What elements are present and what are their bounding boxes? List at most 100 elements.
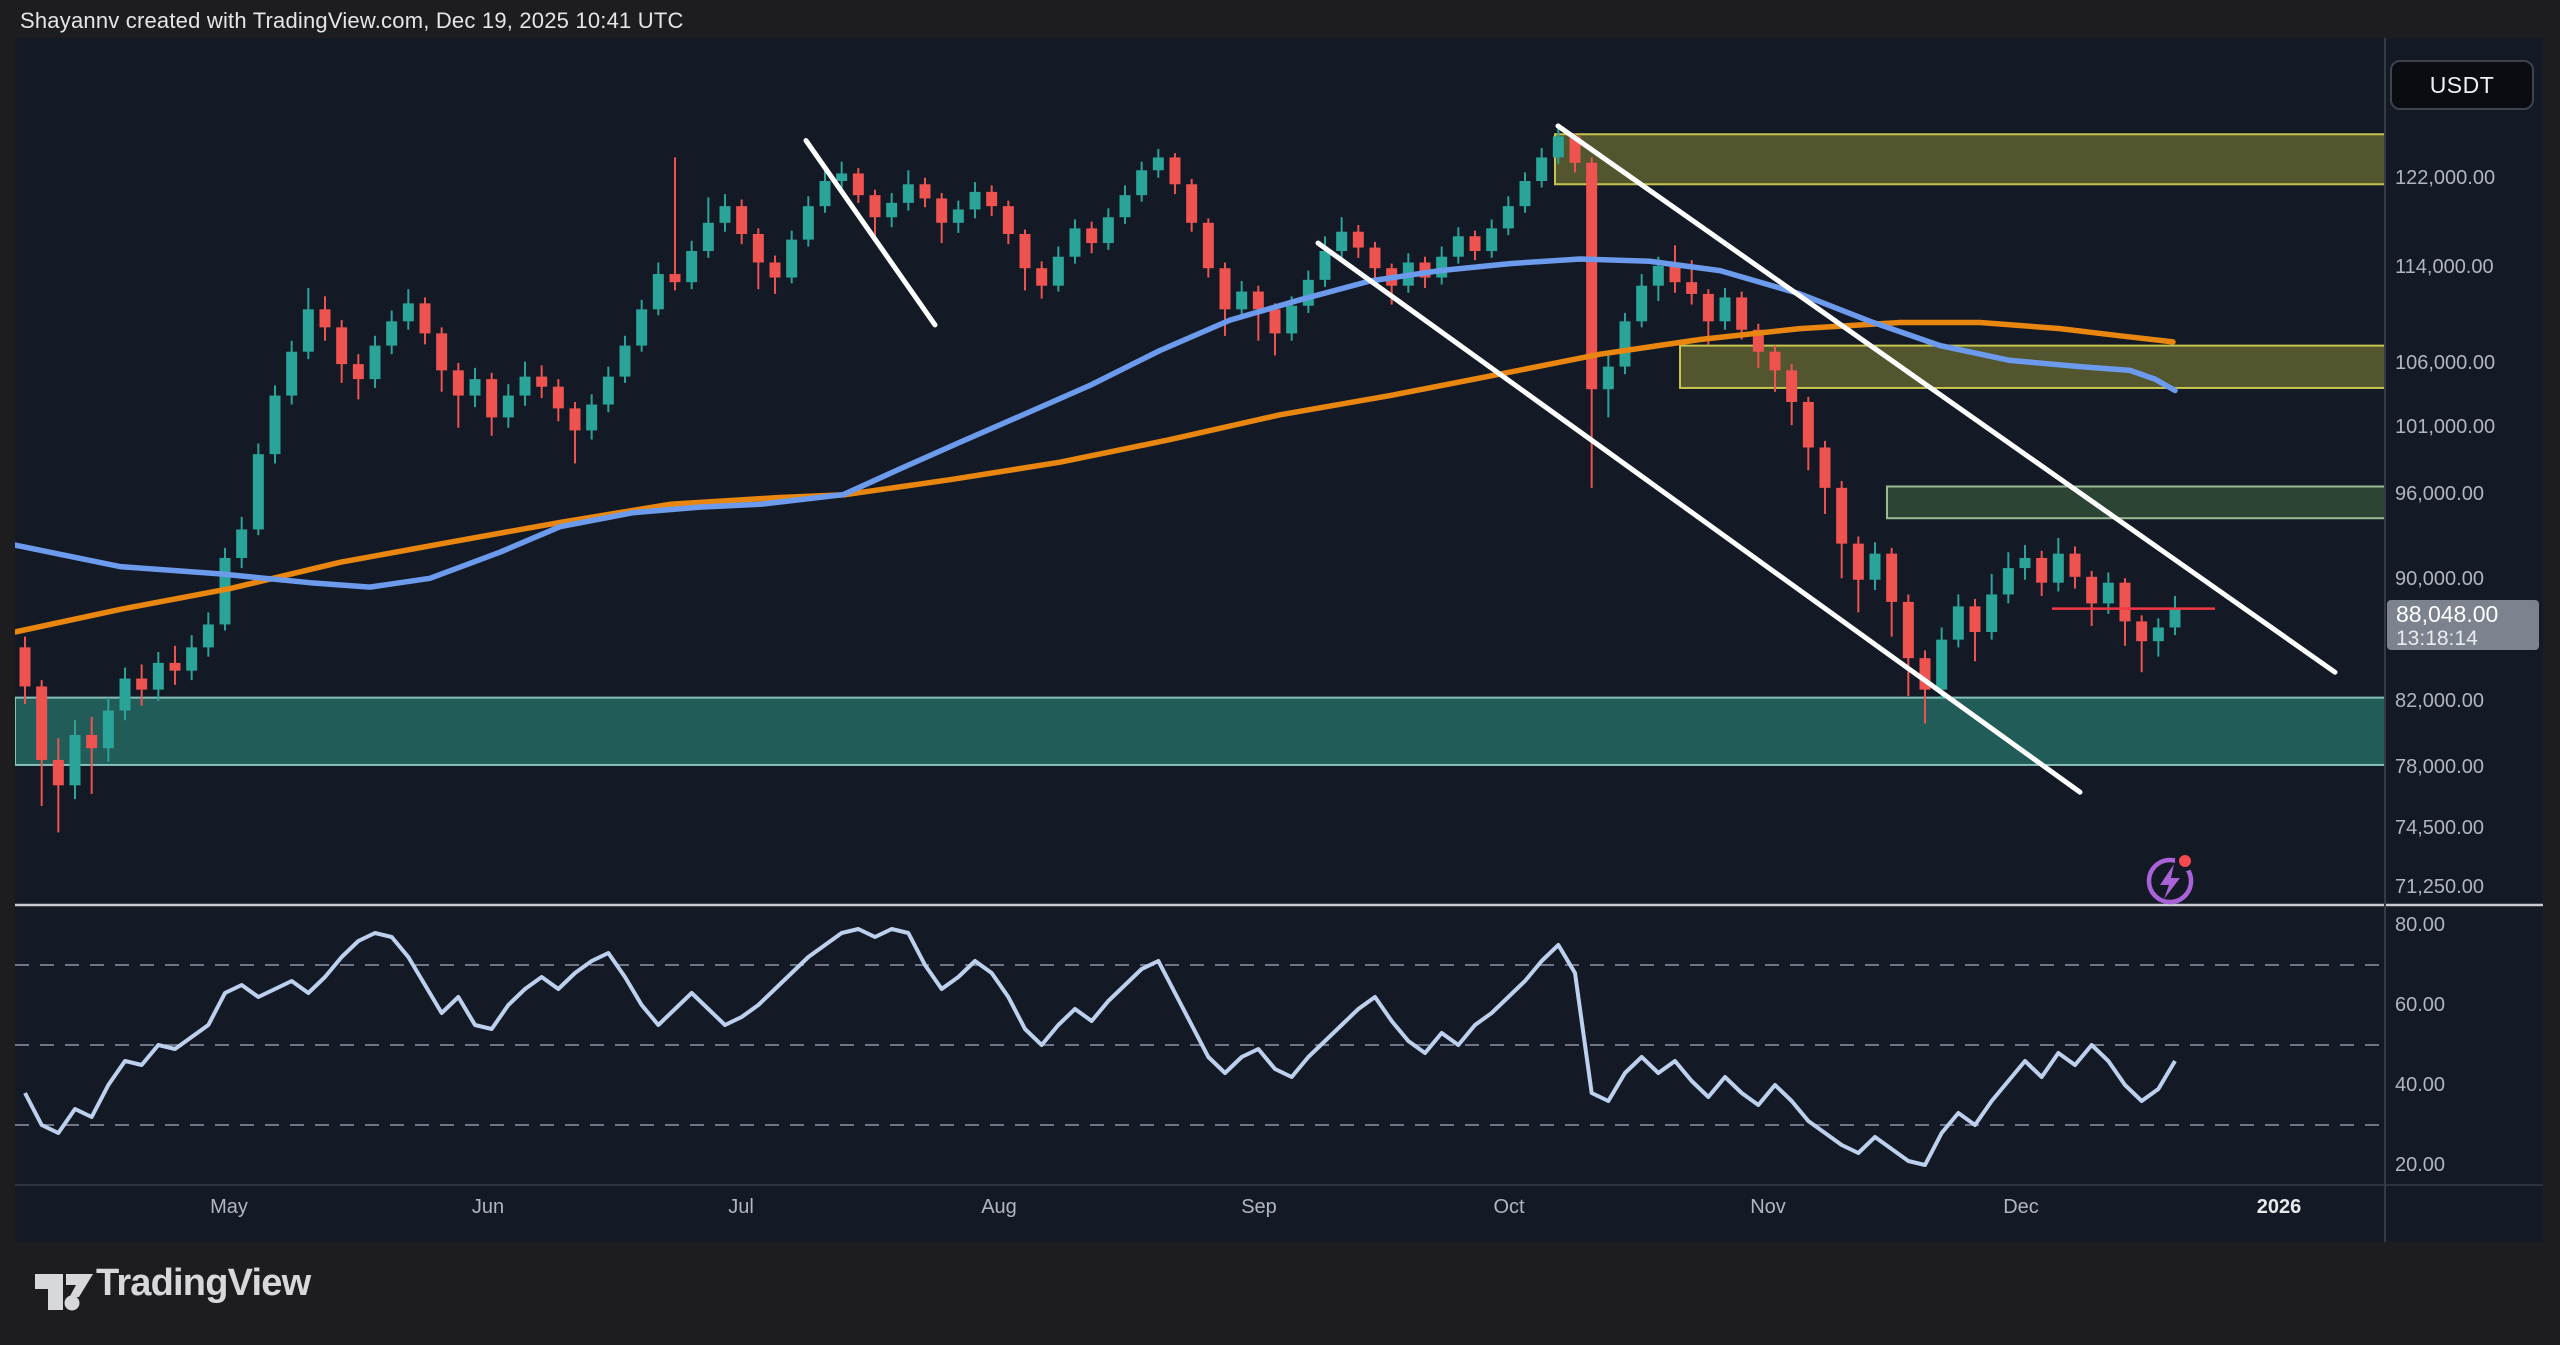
candle-body [1019, 234, 1031, 269]
demand-zone-teal [15, 696, 2386, 766]
candle-body [236, 529, 248, 558]
candle-body [969, 191, 981, 210]
candle-body [1269, 309, 1281, 334]
symbol-badge-label: USDT [2429, 71, 2495, 98]
candle-body [869, 195, 881, 218]
candle-body [2036, 557, 2048, 583]
candle-body [1186, 184, 1198, 223]
candle-body [186, 647, 198, 671]
candle-body [86, 734, 98, 749]
candle-body [1552, 136, 1564, 158]
candle-body [352, 364, 364, 380]
candle-body [369, 345, 381, 380]
candle-body [1869, 553, 1881, 580]
ma-slow-line [15, 319, 2176, 635]
candle-body [902, 184, 914, 203]
candle-body [686, 251, 698, 283]
candle-body [2169, 608, 2181, 628]
price-axis-label: 96,000.00 [2395, 482, 2484, 505]
tradingview-logo-text[interactable]: TradingView [96, 1262, 311, 1304]
bar-countdown: 13:18:14 [2396, 627, 2478, 650]
flash-icon [2146, 857, 2194, 905]
candle-body [652, 274, 664, 310]
candle-body [2019, 557, 2031, 569]
candle-body [1686, 282, 1698, 294]
candle-body [1936, 639, 1948, 690]
candle-body [786, 239, 798, 278]
candle-body [952, 209, 964, 223]
time-axis-label: May [210, 1196, 248, 1218]
candle-body [2002, 568, 2014, 595]
candle-body [1352, 231, 1364, 248]
candle-body [1152, 157, 1164, 171]
candle-body [2152, 627, 2164, 642]
price-axis-label: 90,000.00 [2395, 567, 2484, 590]
candle-body [1252, 291, 1264, 310]
rsi-axis-label: 20.00 [2395, 1154, 2446, 1176]
candle-body [1286, 305, 1298, 334]
candle-body [1702, 293, 1714, 322]
candle-body [1619, 321, 1631, 367]
candle-body [1219, 268, 1231, 310]
candle-body [1086, 228, 1098, 244]
candle-body [436, 333, 448, 371]
candle-body [386, 321, 398, 346]
chart-canvas[interactable] [15, 38, 2543, 1242]
candle-body [2052, 553, 2064, 583]
tradingview-logo-icon[interactable] [33, 1266, 95, 1318]
price-axis-label: 74,500.00 [2395, 816, 2484, 839]
candle-body [936, 198, 948, 223]
time-axis-label: Dec [2003, 1196, 2039, 1218]
candle-body [1902, 601, 1914, 659]
symbol-badge[interactable]: USDT [2390, 60, 2534, 110]
candle-body [1602, 366, 1614, 390]
candle-body [2136, 621, 2148, 642]
candle-body [1586, 162, 1598, 390]
candle-body [2086, 576, 2098, 604]
candle-body [586, 404, 598, 431]
candle-body [1052, 256, 1064, 286]
candle-body [886, 202, 898, 218]
price-axis-label: 82,000.00 [2395, 690, 2484, 713]
candle-body [502, 395, 514, 418]
candle-body [986, 191, 998, 207]
channel-upper [1555, 123, 2338, 675]
candle-body [486, 379, 498, 418]
candle-body [1669, 265, 1681, 283]
ma-fast-line [15, 256, 2178, 590]
rsi-axis-label: 40.00 [2395, 1074, 2446, 1096]
candle-body [19, 647, 31, 687]
candle-body [519, 376, 531, 396]
candle-body [1969, 606, 1981, 633]
candle-body [269, 395, 281, 455]
candle-body [1519, 181, 1531, 207]
chart-area[interactable]: 122,000.00 114,000.00 106,000.00 101,000.00… [15, 38, 2543, 1242]
candle-body [136, 678, 148, 690]
title-bar: Shayannv created with TradingView.com, D… [0, 0, 2560, 38]
candle-body [152, 662, 164, 690]
candle-body [169, 662, 181, 671]
candle-body [302, 309, 314, 352]
candle-body [1836, 487, 1848, 544]
candle-body [636, 309, 648, 346]
candle-body [669, 274, 681, 283]
candle-body [1119, 195, 1131, 218]
candle-body [1002, 206, 1014, 235]
candle-body [1736, 297, 1748, 330]
candle-body [1486, 228, 1498, 252]
candle-body [102, 710, 114, 749]
candle-body [1569, 136, 1581, 163]
candle-body [1652, 265, 1664, 286]
candle-body [36, 686, 48, 760]
candle-body [1036, 268, 1048, 286]
candle-body [1536, 157, 1548, 182]
candle-body [252, 454, 264, 530]
candle-body [52, 759, 64, 786]
candle-body [1786, 370, 1798, 402]
candle-body [1886, 553, 1898, 602]
candle-body [1852, 543, 1864, 580]
candle-body [1719, 297, 1731, 322]
candle-body [2102, 582, 2114, 604]
candle-body [452, 370, 464, 396]
candle-body [1752, 329, 1764, 352]
